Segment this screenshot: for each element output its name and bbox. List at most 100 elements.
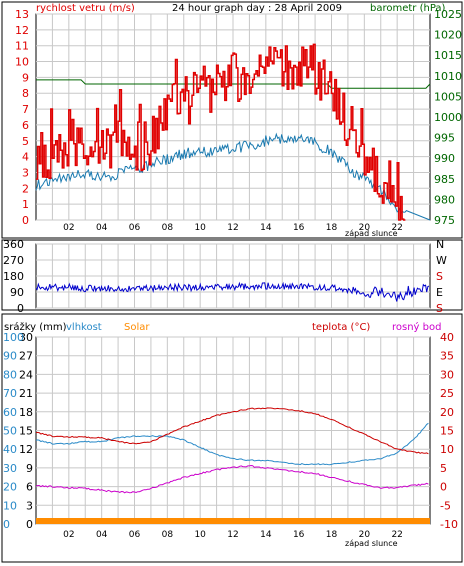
direction-tick-label: 270 bbox=[3, 254, 24, 267]
rain-tick-label: 6 bbox=[26, 481, 33, 494]
hour-tick-label: 16 bbox=[293, 223, 305, 233]
direction-tick-label: 360 bbox=[3, 238, 24, 251]
pressure-label: barometr (hPa) bbox=[370, 3, 446, 14]
pressure-axis-ticks: 975 980 985 990 995 1000 1005 1010 1015 1020 1025 bbox=[434, 8, 462, 227]
hour-tick-label: 20 bbox=[359, 223, 371, 233]
hour-tick-label: 04 bbox=[96, 530, 108, 540]
hour-tick-label: 14 bbox=[260, 530, 272, 540]
hour-tick-label: 06 bbox=[129, 530, 141, 540]
panel-frame bbox=[1, 239, 463, 311]
compass-tick-label: S bbox=[436, 270, 443, 283]
wind-tick-label: 5 bbox=[22, 135, 29, 148]
humidity-tick-label: 80 bbox=[3, 368, 17, 381]
wind-tick-label: 9 bbox=[22, 71, 29, 84]
rain-tick-label: 30 bbox=[19, 331, 33, 344]
temperature-tick-label: -5 bbox=[440, 499, 451, 512]
sunset-label: západ slunce bbox=[345, 229, 398, 238]
temperature-line bbox=[35, 407, 429, 455]
temperature-label: teplota (°C) bbox=[312, 322, 370, 333]
rain-axis-ticks: 0 3 6 9 12 15 18 21 24 27 30 bbox=[19, 331, 33, 531]
sunset-label: západ slunce bbox=[345, 539, 398, 548]
humidity-tick-label: 50 bbox=[3, 425, 17, 438]
rain-tick-label: 12 bbox=[19, 443, 33, 456]
direction-tick-label: 90 bbox=[10, 286, 24, 299]
wind-tick-label: 8 bbox=[22, 87, 29, 100]
hour-tick-label: 20 bbox=[359, 530, 371, 540]
hour-tick-label: 18 bbox=[326, 223, 338, 233]
humidity-tick-label: 10 bbox=[3, 499, 17, 512]
wind-tick-label: 6 bbox=[22, 119, 29, 132]
hour-tick-label: 10 bbox=[194, 530, 206, 540]
humidity-axis-ticks: 0 10 20 30 40 50 60 70 80 90 100 bbox=[3, 331, 24, 531]
humidity-tick-label: 40 bbox=[3, 443, 17, 456]
temp-humidity-chart: srážky (mm) vlhkost Solar teplota (°C) r… bbox=[1, 313, 463, 563]
hour-tick-label: 10 bbox=[194, 223, 206, 233]
temperature-axis-ticks: -10 -5 0 5 10 15 20 25 30 35 40 bbox=[440, 331, 458, 531]
solar-band bbox=[36, 518, 430, 524]
panel-frame bbox=[1, 313, 463, 563]
pressure-tick-label: 1020 bbox=[434, 29, 462, 42]
grid bbox=[36, 336, 430, 525]
wind-direction-line bbox=[35, 281, 430, 302]
humidity-tick-label: 0 bbox=[3, 518, 10, 531]
wind-tick-label: 1 bbox=[22, 198, 29, 211]
wind-tick-label: 11 bbox=[15, 40, 29, 53]
wind-tick-label: 7 bbox=[22, 103, 29, 116]
avg-wind-line bbox=[35, 132, 431, 221]
rain-tick-label: 18 bbox=[19, 406, 33, 419]
rain-tick-label: 9 bbox=[26, 462, 33, 475]
rain-tick-label: 15 bbox=[19, 425, 33, 438]
wind-speed-line bbox=[36, 43, 406, 221]
temperature-tick-label: 40 bbox=[440, 331, 454, 344]
pressure-tick-label: 990 bbox=[434, 152, 455, 165]
chart-title: 24 hour graph day : 28 April 2009 bbox=[172, 3, 342, 14]
wind-tick-label: 13 bbox=[15, 8, 29, 21]
hour-tick-label: 06 bbox=[129, 223, 141, 233]
panel-frame bbox=[1, 1, 463, 239]
temperature-tick-label: 10 bbox=[440, 443, 454, 456]
temperature-tick-label: 30 bbox=[440, 368, 454, 381]
hour-tick-label: 12 bbox=[227, 223, 238, 233]
humidity-tick-label: 100 bbox=[3, 331, 24, 344]
hour-tick-label: 02 bbox=[63, 223, 74, 233]
compass-tick-label: E bbox=[436, 286, 443, 299]
humidity-line bbox=[35, 422, 429, 466]
wind-tick-label: 12 bbox=[15, 24, 29, 37]
temperature-tick-label: 0 bbox=[440, 481, 447, 494]
wind-tick-label: 4 bbox=[22, 151, 29, 164]
hour-axis-ticks: 02 04 06 08 10 12 14 16 18 20 22 bbox=[63, 223, 403, 233]
grid bbox=[36, 243, 430, 309]
humidity-tick-label: 70 bbox=[3, 387, 17, 400]
hour-tick-label: 22 bbox=[391, 223, 402, 233]
pressure-tick-label: 1025 bbox=[434, 8, 462, 21]
humidity-label: vlhkost bbox=[66, 322, 102, 333]
hour-tick-label: 16 bbox=[293, 530, 305, 540]
pressure-tick-label: 1015 bbox=[434, 49, 462, 62]
series bbox=[35, 407, 430, 524]
dew-point-line bbox=[35, 464, 429, 494]
wind-tick-label: 10 bbox=[15, 56, 29, 69]
hour-tick-label: 04 bbox=[96, 223, 108, 233]
hour-tick-label: 14 bbox=[260, 223, 272, 233]
temperature-tick-label: 25 bbox=[440, 387, 454, 400]
rain-tick-label: 21 bbox=[19, 387, 33, 400]
direction-tick-label: 180 bbox=[3, 270, 24, 283]
rain-tick-label: 0 bbox=[26, 518, 33, 531]
pressure-tick-label: 980 bbox=[434, 193, 455, 206]
direction-tick-label: 0 bbox=[17, 302, 24, 315]
compass-tick-label: N bbox=[436, 238, 444, 251]
temperature-tick-label: 15 bbox=[440, 425, 454, 438]
hour-tick-label: 02 bbox=[63, 530, 74, 540]
rain-tick-label: 3 bbox=[26, 499, 33, 512]
compass-tick-label: W bbox=[436, 254, 447, 267]
rain-label: srážky (mm) bbox=[4, 321, 67, 333]
wind-pressure-chart: rychlost vetru (m/s) 24 hour graph day :… bbox=[1, 1, 463, 239]
hour-tick-label: 22 bbox=[391, 530, 402, 540]
pressure-tick-label: 1000 bbox=[434, 111, 462, 124]
hour-axis-ticks: 02 04 06 08 10 12 14 16 18 20 22 bbox=[63, 530, 403, 540]
hour-tick-label: 08 bbox=[162, 223, 174, 233]
pressure-tick-label: 975 bbox=[434, 214, 455, 227]
